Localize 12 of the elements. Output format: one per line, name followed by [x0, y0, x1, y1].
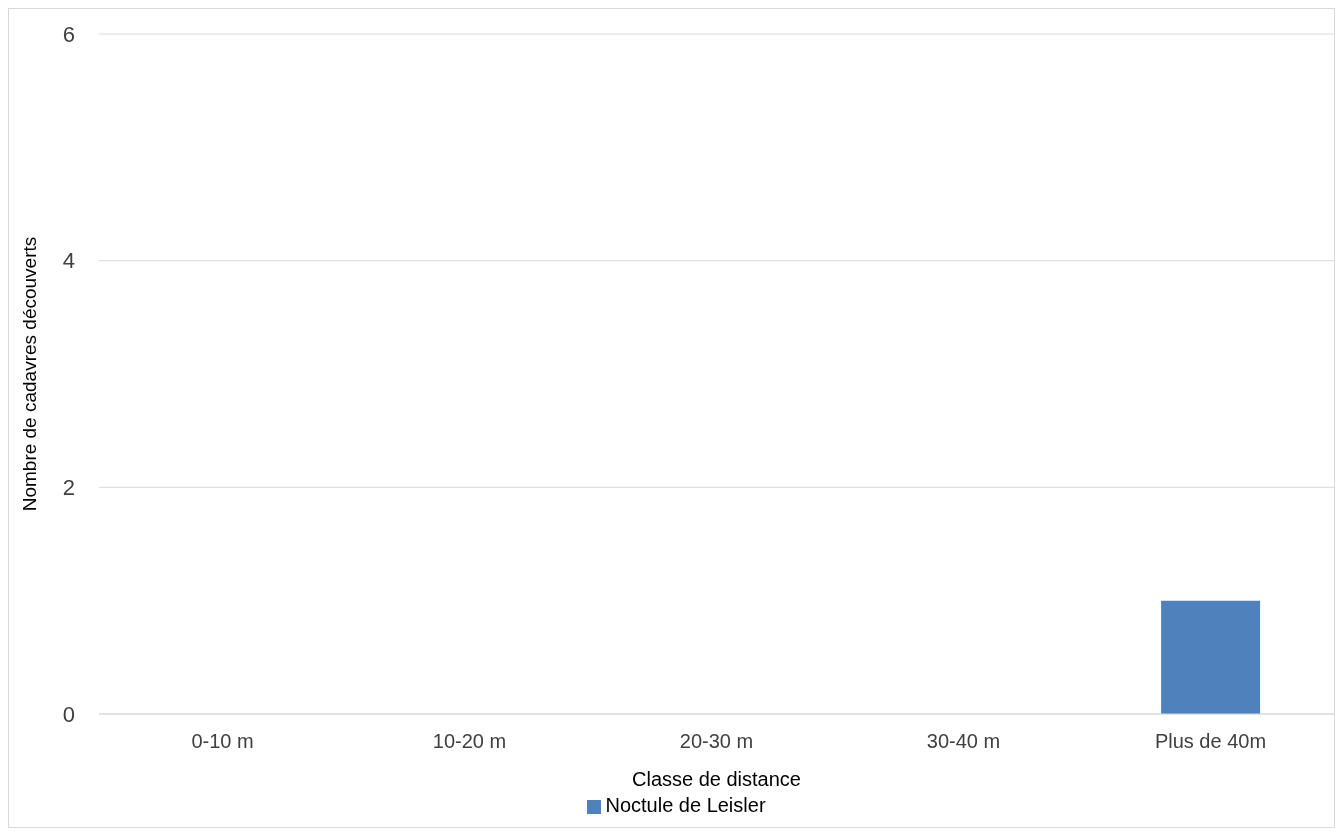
y-tick-label: 0 [62, 701, 75, 727]
y-tick-label: 4 [62, 248, 75, 274]
x-tick-label: 20-30 m [679, 730, 754, 753]
y-tick-label: 2 [62, 475, 75, 501]
x-axis-title: Classe de distance [632, 768, 801, 790]
x-tick-label: 0-10 m [191, 730, 254, 753]
legend-label: Noctule de Leisler [605, 794, 766, 816]
x-tick-label: 30-40 m [926, 730, 1001, 753]
y-axis-title: Nombre de cadavres découverts [18, 236, 40, 512]
y-tick-label: 6 [62, 21, 75, 47]
x-tick-label: Plus de 40m [1154, 730, 1267, 753]
x-tick-label: 10-20 m [432, 730, 507, 753]
